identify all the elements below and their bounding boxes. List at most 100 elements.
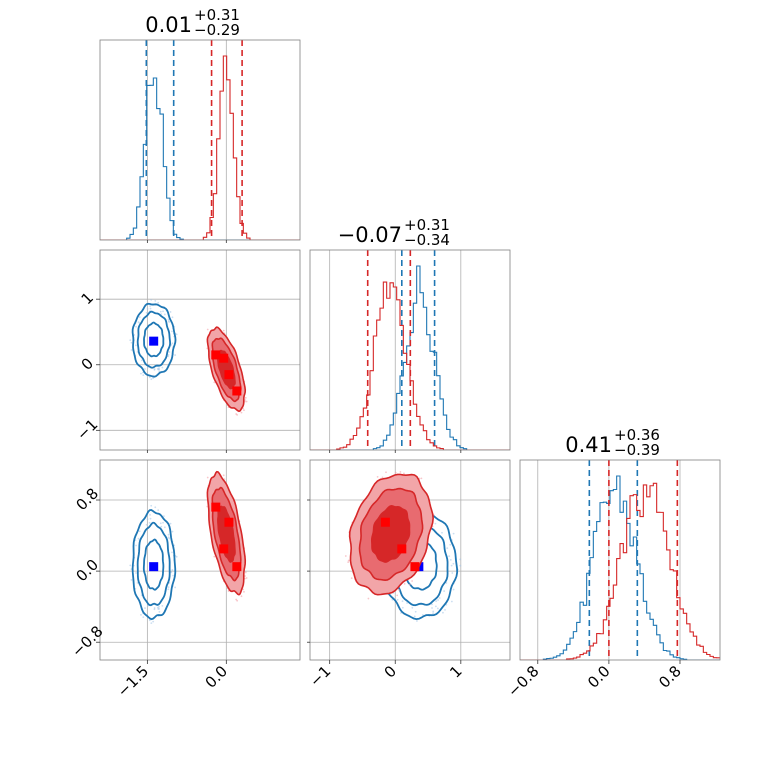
sample-point [146,308,149,310]
sample-point [158,368,160,371]
sample-point [396,598,399,601]
sample-point [411,606,414,609]
sample-point [153,608,156,611]
sample-point [449,543,452,546]
sample-point [168,351,171,353]
sample-point [150,622,153,625]
sample-point [244,396,247,399]
sample-point [236,413,239,416]
sample-point [168,321,171,323]
marker-red [380,517,390,527]
sample-point [158,607,160,610]
sample-point [162,521,164,524]
sample-point [145,523,148,526]
histogram-blue [100,77,300,240]
sample-point [171,330,173,333]
sample-point [420,477,423,480]
histogram-red [100,55,300,240]
panel-p0_p1 [99,249,301,451]
sample-point [156,606,159,609]
panel-title-median: 0.01 [145,13,192,37]
panel-p0_p2 [99,459,301,661]
panel-title-minus: −0.29 [194,21,240,39]
sample-point [130,349,133,351]
marker-red [211,502,221,512]
sample-point [175,333,178,336]
sample-point [434,522,437,525]
sample-point [222,474,225,477]
sample-point [159,522,162,525]
sample-point [130,341,133,344]
marker-red [211,350,221,360]
sample-point [385,471,387,474]
marker-red [224,517,234,527]
sample-point [135,344,137,347]
x-tick-label: 1 [446,662,465,681]
x-tick-label: −0.8 [504,662,542,700]
contour-blue [136,310,171,369]
sample-point [140,359,143,362]
marker-red [232,562,242,572]
sample-point [159,310,162,313]
sample-point [138,316,141,318]
sample-point [152,620,155,623]
sample-point [160,525,163,528]
sample-point [172,574,175,577]
sample-point [148,376,151,379]
sample-point [245,577,248,579]
sample-point [451,572,454,574]
sample-point [406,602,408,604]
sample-point [148,619,151,622]
sample-point [245,400,248,403]
axes-frame [309,459,511,661]
sample-point [167,533,170,536]
sample-point [244,571,247,574]
sample-point [129,564,132,567]
y-tick-label: 0.0 [72,556,102,586]
marker-red [410,562,420,572]
sample-point [244,575,246,577]
sample-point [452,532,455,535]
sample-point [175,555,178,558]
sample-point [150,504,153,507]
sample-point [167,354,170,356]
sample-point [347,561,350,564]
marker-red [224,370,234,380]
sample-point [436,607,439,610]
sample-point [158,610,161,613]
diag-panel-p0: 0.01 +0.31−0.29 [99,6,301,241]
sample-point [161,366,164,369]
sample-point [411,580,414,582]
sample-point [240,595,243,598]
axes-frame [519,459,721,661]
histogram-blue [520,475,720,660]
marker-red [219,353,229,363]
sample-point [438,597,441,599]
sample-point [398,589,401,592]
sample-point [149,307,152,310]
sample-point [144,607,146,609]
x-tick-label: −1 [306,662,334,690]
y-tick-label: −1 [73,415,101,443]
sample-point [414,610,417,613]
contour-blue [143,321,165,358]
sample-point [401,606,404,609]
histogram-blue [310,265,510,450]
sample-point [161,604,164,607]
sample-point [163,526,166,529]
sample-point [227,590,230,592]
axes-frame [99,459,301,661]
sample-point [400,612,402,614]
density-layer [129,298,248,416]
sample-point [174,354,177,356]
panel-p1_p2 [309,459,511,661]
sample-point [150,298,153,301]
panel-title-median: 0.41 [565,433,612,457]
sample-point [148,521,151,524]
marker-red [397,544,407,554]
sample-point [437,599,439,601]
sample-point [167,318,170,321]
axes-frame [309,249,511,451]
sample-point [174,586,177,589]
marker-blue [149,562,159,572]
